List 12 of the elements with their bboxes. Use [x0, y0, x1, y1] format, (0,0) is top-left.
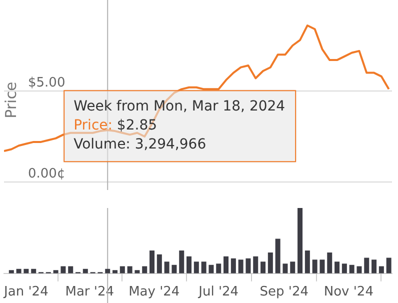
annotation: Price: $2.85 — [74, 117, 158, 134]
x-tick-label: Jan '24 — [3, 284, 48, 300]
x-tick-label: Mar '24 — [65, 284, 114, 300]
annotation: Volume: 3,294,966 — [74, 136, 206, 152]
x-tick-label: Jul '24 — [198, 284, 239, 300]
y-tick-label: 0.00¢ — [28, 166, 66, 182]
y-axis-title: Price — [2, 82, 20, 118]
x-tick-label: Sep '24 — [260, 284, 309, 300]
annotation: Week from Mon, Mar 18, 2024 — [74, 98, 286, 114]
x-tick-label: May '24 — [128, 284, 180, 300]
x-tick-label: Nov '24 — [324, 284, 374, 300]
y-tick-label: $5.00 — [28, 75, 66, 90]
